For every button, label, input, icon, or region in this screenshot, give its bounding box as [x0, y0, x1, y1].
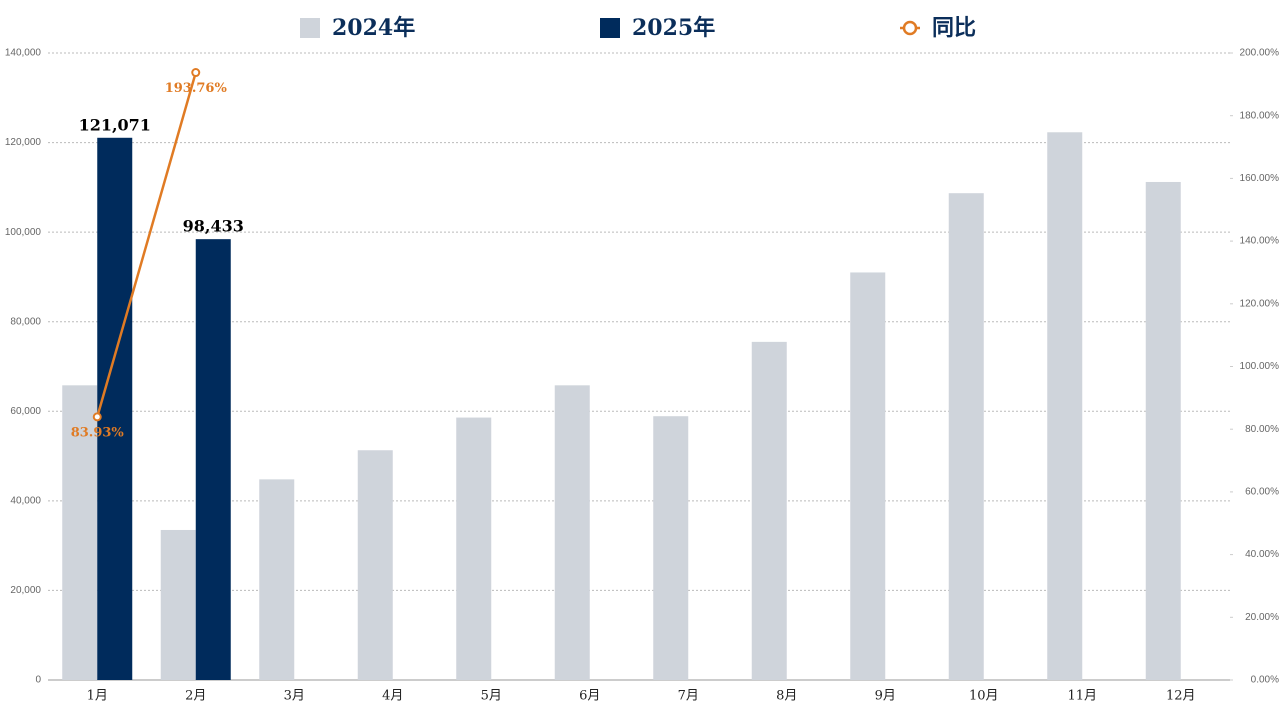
bar-label: 98,433: [183, 217, 244, 236]
x-tick-label: 2月: [185, 689, 206, 704]
legend-label: 2025年: [632, 15, 715, 41]
y-tick-label: 100,000: [5, 227, 42, 238]
line-label: 83.93%: [71, 425, 125, 440]
y2-tick-label: 80.00%: [1245, 424, 1279, 435]
x-tick-label: 4月: [382, 689, 403, 704]
x-tick-label: 9月: [875, 689, 896, 704]
y-tick-label: 60,000: [10, 406, 41, 417]
y2-tick-label: 160.00%: [1240, 173, 1280, 184]
bar: [554, 385, 590, 680]
y-tick-label: 80,000: [10, 316, 41, 327]
x-tick-label: 1月: [87, 689, 108, 704]
x-tick-label: 5月: [481, 689, 502, 704]
x-tick-label: 10月: [969, 689, 999, 704]
bar: [751, 341, 787, 680]
legend-swatch: [300, 18, 320, 38]
x-tick-label: 11月: [1067, 689, 1097, 704]
line-point: [191, 68, 201, 78]
y2-tick-label: 180.00%: [1240, 110, 1280, 121]
bar: [653, 416, 689, 680]
x-tick-label: 7月: [678, 689, 699, 704]
bar: [850, 272, 886, 680]
y2-tick-label: 100.00%: [1240, 361, 1280, 372]
y-tick-label: 0: [35, 675, 41, 686]
x-tick-label: 3月: [284, 689, 305, 704]
y-tick-label: 120,000: [5, 137, 42, 148]
y2-tick-label: 120.00%: [1240, 298, 1280, 309]
line-point: [92, 412, 102, 422]
line: [96, 72, 197, 418]
legend-swatch: [902, 20, 918, 36]
x-tick-label: 8月: [776, 689, 797, 704]
bar: [160, 529, 196, 680]
y2-tick-label: 60.00%: [1245, 487, 1279, 498]
legend-swatch: [600, 18, 620, 38]
y2-tick-label: 200.00%: [1240, 48, 1280, 59]
bar: [456, 417, 492, 680]
x-tick-label: 12月: [1166, 689, 1196, 704]
bar: [195, 239, 231, 681]
y-tick-label: 40,000: [10, 495, 41, 506]
y2-tick-label: 0.00%: [1251, 675, 1279, 686]
bar-label: 121,071: [79, 115, 151, 134]
bar: [1145, 181, 1181, 681]
legend-label: 2024年: [332, 15, 415, 41]
bar: [357, 450, 393, 680]
y2-tick-label: 140.00%: [1240, 236, 1280, 247]
bar: [97, 137, 133, 680]
y-tick-label: 20,000: [10, 585, 41, 596]
bar: [259, 479, 295, 680]
y-tick-label: 140,000: [5, 48, 42, 59]
line-label: 193.76%: [165, 81, 228, 96]
bar: [948, 193, 984, 680]
y2-tick-label: 40.00%: [1245, 549, 1279, 560]
bar: [62, 385, 98, 680]
y2-tick-label: 20.00%: [1245, 612, 1279, 623]
bar: [1047, 132, 1083, 680]
x-tick-label: 6月: [579, 689, 600, 704]
legend-label: 同比: [932, 15, 976, 41]
